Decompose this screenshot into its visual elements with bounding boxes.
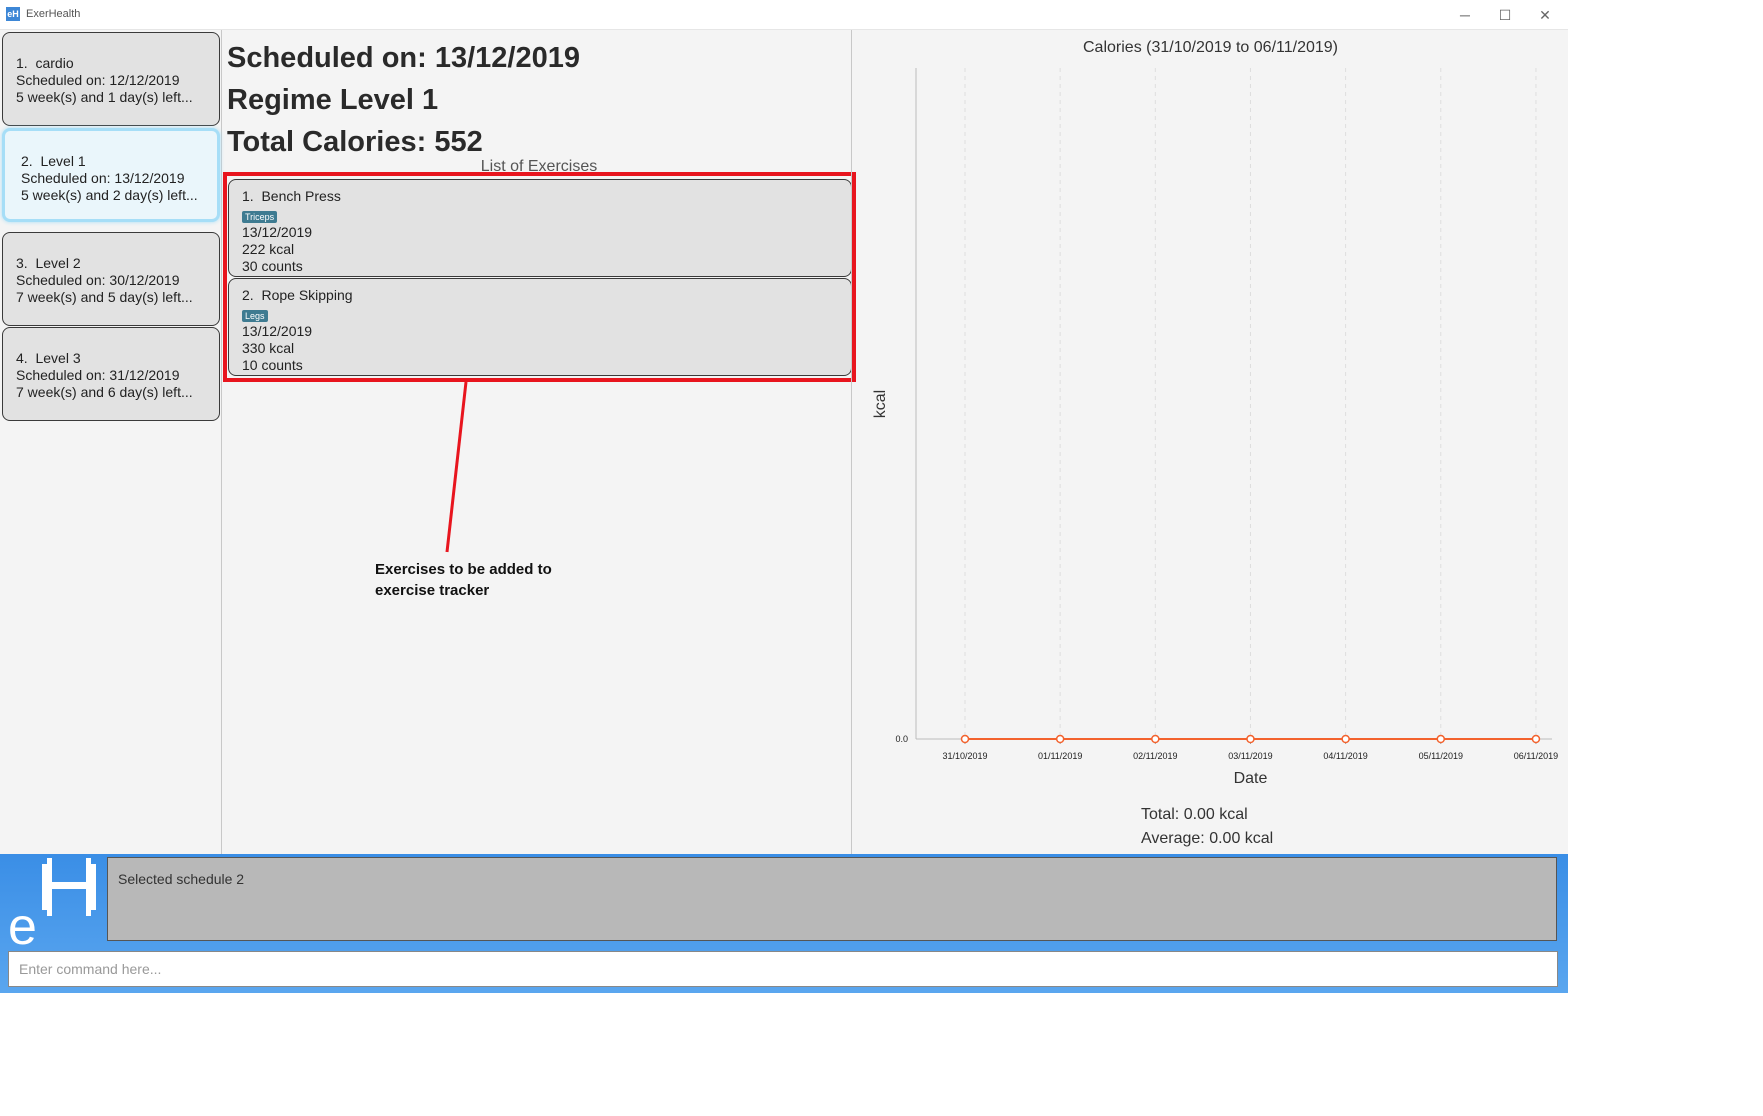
chart-average: Average: 0.00 kcal	[1141, 830, 1274, 847]
app-window: eH ExerHealth ─ ☐ ✕ 1. cardio Scheduled …	[0, 0, 1568, 993]
command-area: e Selected schedule 2	[0, 854, 1568, 993]
annotation-text: Exercises to be added to exercise tracke…	[375, 561, 552, 599]
data-point	[1436, 734, 1446, 744]
data-point	[1341, 734, 1350, 744]
schedule-date: Scheduled on: 13/12/2019	[21, 170, 185, 186]
schedule-card-cardio[interactable]: 1. cardio Scheduled on: 12/12/2019 5 wee…	[2, 32, 220, 126]
window-title: ExerHealth	[26, 8, 81, 20]
total-calories-heading: Total Calories: 552	[227, 126, 483, 158]
x-tick-label: 02/11/2019	[1133, 751, 1177, 761]
regime-heading: Regime Level 1	[227, 84, 439, 116]
schedule-list[interactable]: 1. cardio Scheduled on: 12/12/2019 5 wee…	[0, 30, 222, 854]
schedule-card-level-2[interactable]: 3. Level 2 Scheduled on: 30/12/2019 7 we…	[2, 232, 220, 326]
y-tick-label: 0.0	[895, 734, 908, 744]
chart-title: Calories (31/10/2019 to 06/11/2019)	[1083, 39, 1338, 56]
schedule-index: 1.	[16, 55, 28, 71]
schedule-date: Scheduled on: 30/12/2019	[16, 272, 180, 288]
app-logo-icon: eH	[6, 7, 20, 21]
plot-area	[916, 68, 1552, 739]
muscle-tag: Legs	[242, 310, 268, 322]
svg-text:e: e	[8, 898, 37, 950]
exercise-quantity: 10 counts	[242, 357, 303, 373]
schedule-name: Level 1	[40, 153, 86, 169]
exercise-index: 2.	[242, 287, 254, 303]
data-point	[1055, 734, 1065, 744]
x-tick-label: 31/10/2019	[942, 751, 987, 761]
x-tick-label: 03/11/2019	[1228, 751, 1272, 761]
chart-total: Total: 0.00 kcal	[1141, 806, 1248, 823]
data-point	[1531, 734, 1541, 744]
exercise-date: 13/12/2019	[242, 323, 313, 339]
x-tick-label: 04/11/2019	[1323, 751, 1367, 761]
schedule-detail-panel: Scheduled on: 13/12/2019 Regime Level 1 …	[223, 30, 856, 854]
annotation-highlight-box	[223, 172, 856, 382]
exercise-card-rope-skipping[interactable]: 2. Rope Skipping Legs 13/12/2019 330 kca…	[228, 278, 852, 376]
y-axis-label: kcal	[872, 390, 889, 418]
schedule-remaining: 5 week(s) and 1 day(s) left...	[16, 89, 193, 105]
exercise-card-bench-press[interactable]: 1. Bench Press Triceps 13/12/2019 222 kc…	[228, 179, 852, 277]
exercise-date: 13/12/2019	[242, 224, 313, 240]
exercise-calories: 222 kcal	[242, 241, 295, 257]
schedule-card-title: 2. Level 1	[21, 153, 217, 170]
schedule-card-title: 1. cardio	[16, 55, 219, 72]
schedule-name: Level 2	[35, 255, 81, 271]
exercise-title: 1. Bench Press	[242, 188, 851, 205]
schedule-index: 2.	[21, 153, 33, 169]
exerhealth-logo-icon: e	[8, 858, 96, 950]
x-tick-label: 06/11/2019	[1514, 751, 1558, 761]
schedule-remaining: 7 week(s) and 6 day(s) left...	[16, 384, 193, 400]
schedule-name: Level 3	[35, 350, 81, 366]
schedule-date-heading: Scheduled on: 13/12/2019	[227, 42, 580, 74]
maximize-button[interactable]: ☐	[1498, 7, 1512, 23]
schedule-card-level-1[interactable]: 2. Level 1 Scheduled on: 13/12/2019 5 we…	[2, 128, 220, 222]
calorie-chart: 31/10/2019 01/11/2019 02/11/2019 03/11/2019…	[872, 68, 1558, 787]
schedule-card-title: 4. Level 3	[16, 350, 219, 367]
close-button[interactable]: ✕	[1539, 7, 1551, 23]
schedule-date: Scheduled on: 31/12/2019	[16, 367, 180, 383]
schedule-remaining: 7 week(s) and 5 day(s) left...	[16, 289, 193, 305]
exercise-title: 2. Rope Skipping	[242, 287, 851, 304]
x-axis-label: Date	[1234, 770, 1268, 787]
schedule-index: 4.	[16, 350, 28, 366]
schedule-card-title: 3. Level 2	[16, 255, 219, 272]
exercise-name: Bench Press	[261, 188, 341, 204]
schedule-remaining: 5 week(s) and 2 day(s) left...	[21, 187, 198, 203]
schedule-card-level-3[interactable]: 4. Level 3 Scheduled on: 31/12/2019 7 we…	[2, 327, 220, 421]
muscle-tag: Triceps	[242, 211, 278, 223]
data-point	[1246, 734, 1255, 744]
title-bar: eH ExerHealth ─ ☐ ✕	[0, 0, 1568, 30]
data-point	[1151, 734, 1160, 744]
schedule-date: Scheduled on: 12/12/2019	[16, 72, 180, 88]
result-display: Selected schedule 2	[107, 857, 1557, 941]
calorie-chart-panel: Calories (31/10/2019 to 06/11/2019) 31/1…	[851, 30, 1568, 854]
exercise-calories: 330 kcal	[242, 340, 295, 356]
minimize-button[interactable]: ─	[1460, 7, 1470, 23]
data-point	[960, 734, 970, 744]
schedule-index: 3.	[16, 255, 28, 271]
x-tick-label: 05/11/2019	[1419, 751, 1463, 761]
exercise-list-title: List of Exercises	[480, 158, 598, 175]
command-input[interactable]	[8, 951, 1558, 987]
exercise-quantity: 30 counts	[242, 258, 303, 274]
schedule-name: cardio	[35, 55, 74, 71]
exercise-index: 1.	[242, 188, 254, 204]
exercise-name: Rope Skipping	[261, 287, 353, 303]
x-tick-label: 01/11/2019	[1038, 751, 1082, 761]
